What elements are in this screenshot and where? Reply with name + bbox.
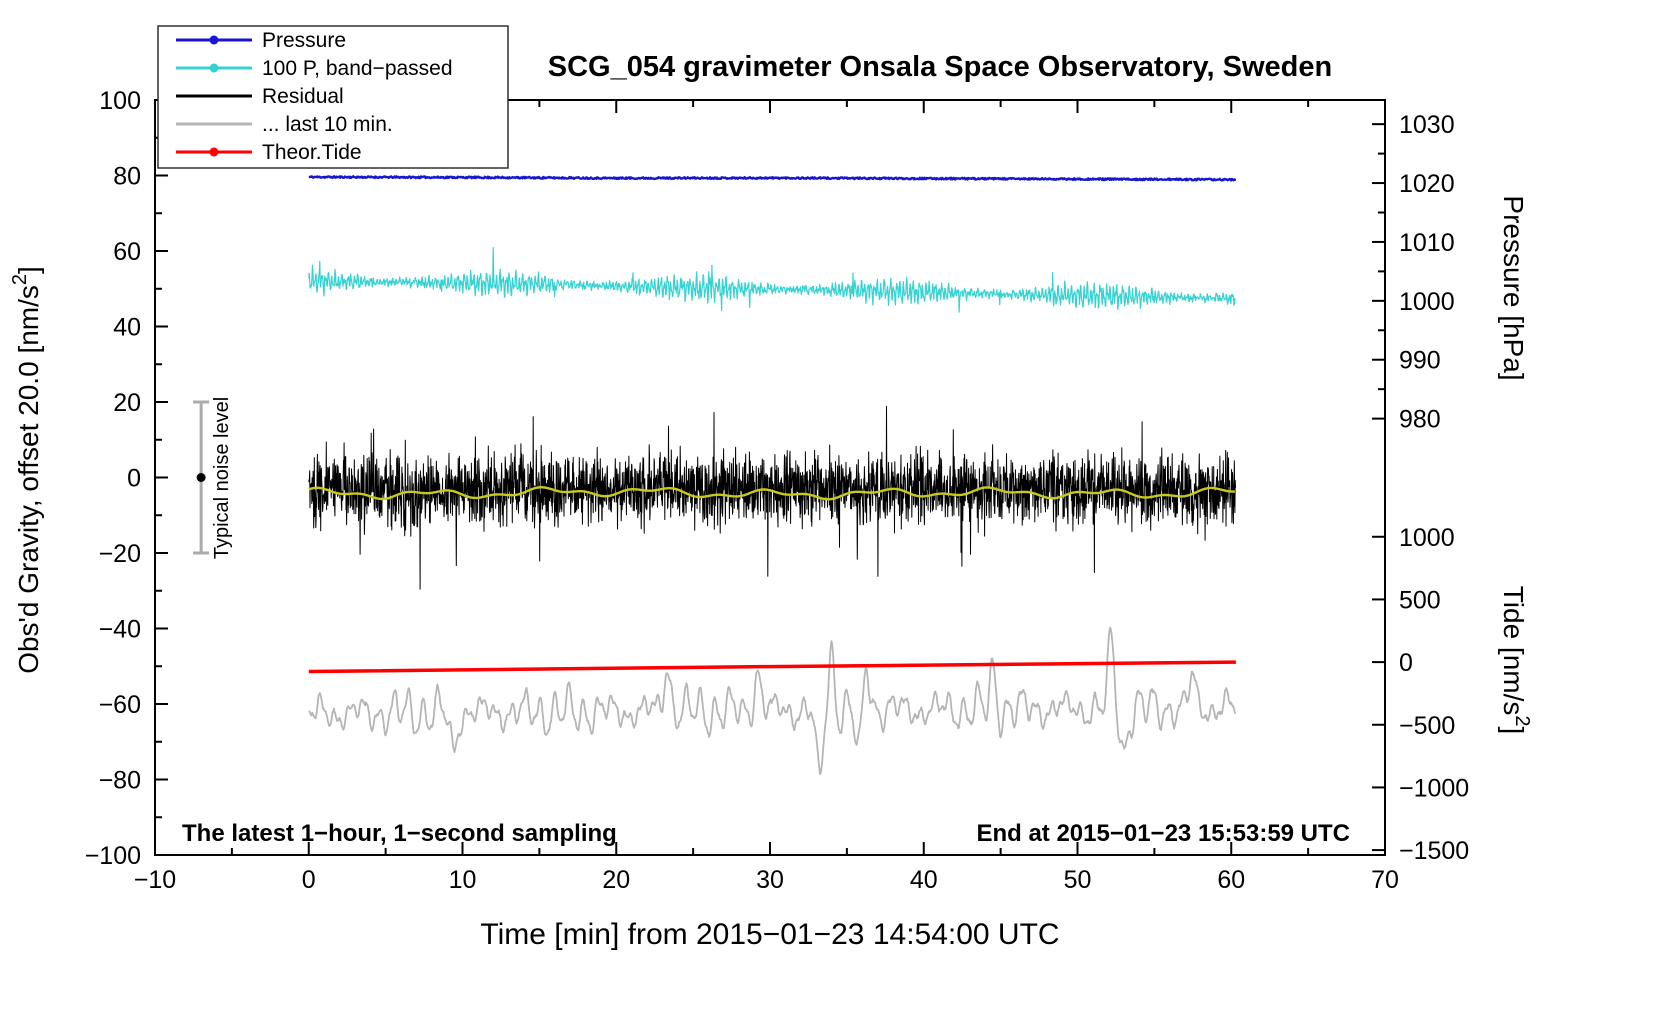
y-left-tick-label: −100 [85, 842, 141, 870]
y-left-tick-label: −40 [99, 616, 141, 644]
y-left-tick-label: 0 [127, 465, 141, 493]
x-tick-label: 60 [1217, 866, 1245, 894]
legend-label: Pressure [262, 29, 346, 52]
y-left-tick-label: 60 [113, 238, 141, 266]
x-tick-label: 30 [756, 866, 784, 894]
series-last-10-min [308, 626, 1237, 775]
legend-swatch-dot [209, 147, 219, 157]
x-tick-label: 0 [302, 866, 316, 894]
legend-item: Pressure [176, 29, 346, 52]
legend-item: ... last 10 min. [176, 113, 393, 136]
series-theor-tide [308, 660, 1236, 674]
x-tick-label: 70 [1371, 866, 1399, 894]
x-axis-label: Time [min] from 2015−01−23 14:54:00 UTC [480, 918, 1059, 951]
tide-tick-label: −1500 [1399, 837, 1469, 865]
legend-item: Residual [176, 85, 344, 108]
noise-bar [193, 400, 210, 555]
legend-item: 100 P, band−passed [176, 57, 453, 80]
series-residual-smoothed [308, 486, 1235, 501]
tide-tick-label: 0 [1399, 649, 1413, 677]
x-tick-label: 10 [449, 866, 477, 894]
pressure-tick-label: 1030 [1399, 111, 1455, 139]
legend-swatch-dot [209, 35, 219, 45]
pressure-tick-label: 990 [1399, 347, 1441, 375]
pressure-tick-label: 1020 [1399, 170, 1455, 198]
y-left-axis-label: Obs'd Gravity, offset 20.0 [nm/s2] [9, 266, 44, 674]
legend-label: Residual [262, 85, 344, 108]
x-tick-label: −10 [134, 866, 176, 894]
series-residual [308, 405, 1237, 590]
legend: Pressure 100 P, band−passed Residual ... la… [157, 25, 509, 169]
y-left-tick-label: 20 [113, 389, 141, 417]
y-left-tick-label: −60 [99, 691, 141, 719]
legend-label: Theor.Tide [262, 141, 362, 164]
tide-tick-label: −500 [1399, 712, 1455, 740]
y-left-tick-label: 100 [99, 87, 141, 115]
tide-tick-label: 500 [1399, 586, 1441, 614]
series-pressure [308, 175, 1237, 182]
y-right-pressure-label: Pressure [hPa] [1498, 195, 1529, 380]
series-layer [308, 175, 1237, 775]
y-left-tick-label: −20 [99, 540, 141, 568]
y-left-tick-label: −80 [99, 767, 141, 795]
sampling-note: The latest 1−hour, 1−second sampling [182, 820, 617, 847]
legend-item: Theor.Tide [176, 141, 362, 164]
y-left-tick-label: 40 [113, 314, 141, 342]
y-left-tick-label: 80 [113, 163, 141, 191]
axis-ticks-layer: −10 0 10 20 30 40 50 60 70100806040200−20−40−60−… [85, 87, 1470, 894]
noise-level-label: Typical noise level [211, 397, 233, 559]
legend-label: 100 P, band−passed [262, 57, 453, 80]
legend-label: ... last 10 min. [262, 113, 393, 136]
x-tick-label: 50 [1064, 866, 1092, 894]
legend-swatch-dot [209, 63, 219, 73]
tide-tick-label: −1000 [1399, 774, 1469, 802]
noise-bar-dot [196, 473, 206, 482]
chart-title: SCG_054 gravimeter Onsala Space Observat… [548, 51, 1332, 83]
tide-tick-label: 1000 [1399, 524, 1455, 552]
plot-frame [154, 99, 1386, 856]
x-tick-label: 40 [910, 866, 938, 894]
pressure-tick-label: 980 [1399, 406, 1441, 434]
end-time-note: End at 2015−01−23 15:53:59 UTC [976, 820, 1350, 847]
y-right-tide-label: Tide [nm/s2] [1498, 586, 1533, 735]
pressure-tick-label: 1010 [1399, 229, 1455, 257]
series-100-p-band-passed [308, 246, 1236, 313]
x-tick-label: 20 [602, 866, 630, 894]
pressure-tick-label: 1000 [1399, 288, 1455, 316]
